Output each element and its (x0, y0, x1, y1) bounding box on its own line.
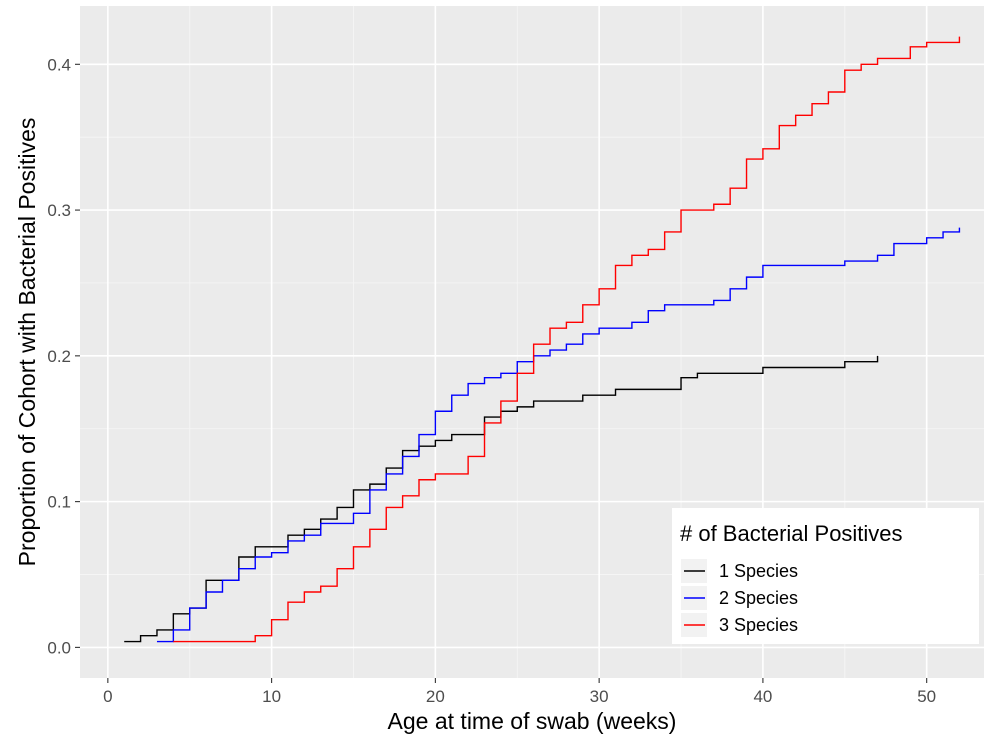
legend-label: 3 Species (719, 615, 798, 635)
x-tick-label: 10 (262, 687, 281, 706)
legend-items: 1 Species 2 Species 3 Species (681, 559, 798, 637)
legend-background (672, 508, 979, 644)
y-axis-ticks: 0.0 0.1 0.2 0.3 0.4 (47, 55, 80, 657)
x-tick-label: 50 (917, 687, 936, 706)
legend-title: # of Bacterial Positives (680, 521, 903, 546)
x-axis-ticks: 0 10 20 30 40 50 (103, 678, 936, 706)
x-tick-label: 0 (103, 687, 112, 706)
y-tick-label: 0.3 (47, 201, 71, 220)
legend-label: 2 Species (719, 588, 798, 608)
y-tick-label: 0.4 (47, 55, 71, 74)
y-tick-label: 0.0 (47, 638, 71, 657)
x-tick-label: 20 (426, 687, 445, 706)
x-axis-title: Age at time of swab (weeks) (388, 708, 677, 734)
legend-label: 1 Species (719, 561, 798, 581)
y-tick-label: 0.2 (47, 347, 71, 366)
legend: # of Bacterial Positives 1 Species 2 Spec… (672, 508, 979, 644)
x-tick-label: 30 (590, 687, 609, 706)
major-gridlines (80, 6, 984, 678)
y-axis-title: Proportion of Cohort with Bacterial Posi… (14, 118, 40, 567)
series-lines (124, 36, 961, 643)
x-tick-label: 40 (753, 687, 772, 706)
series-line-3-species (173, 36, 961, 643)
y-tick-label: 0.1 (47, 493, 71, 512)
